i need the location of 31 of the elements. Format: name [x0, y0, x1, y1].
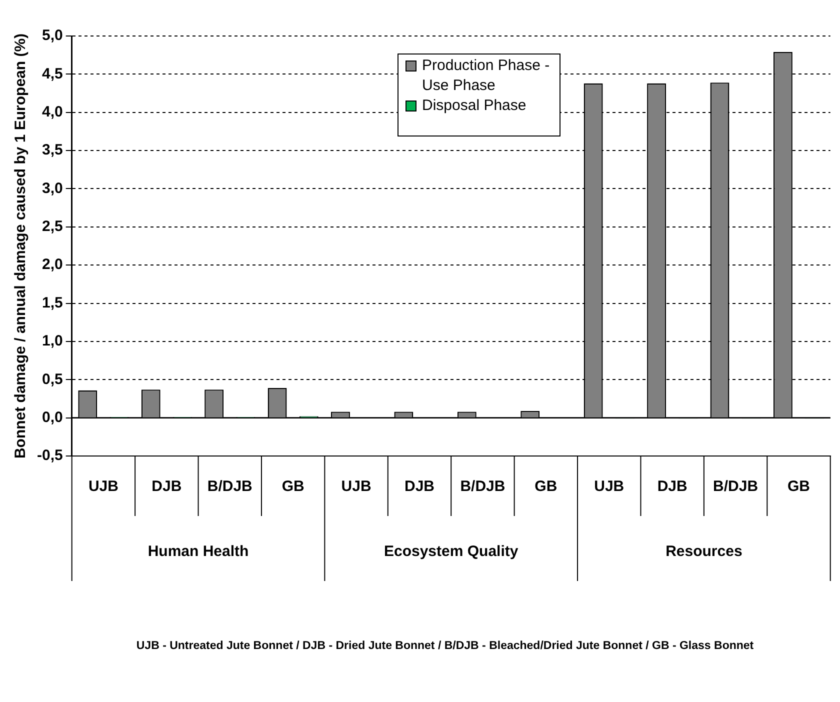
y-tick-label: 0,0 — [42, 408, 63, 426]
text: Resources — [666, 543, 742, 560]
y-tick-label: 0,5 — [42, 370, 63, 388]
y-tick-label: 3,5 — [42, 142, 63, 159]
text: Human Health — [148, 543, 249, 560]
x-tick-label: UJB — [594, 478, 624, 496]
x-tick-label: DJB — [152, 478, 182, 496]
x-tick-label: DJB — [404, 478, 435, 496]
y-tick-label: 2,5 — [42, 218, 63, 236]
x-tick-label: B/DJB — [713, 478, 758, 496]
y-tick-label: -0,5 — [36, 447, 63, 464]
x-tick-label: UJB — [88, 478, 119, 496]
legend-label: Disposal Phase — [422, 97, 526, 114]
x-tick-label: GB — [282, 478, 304, 496]
x-tick-label: B/DJB — [207, 478, 253, 496]
x-tick-label: UJB — [341, 478, 372, 496]
y-tick-label: 3,0 — [42, 180, 63, 197]
y-tick-label: 5,0 — [42, 27, 63, 44]
y-tick-label: 4,0 — [42, 104, 63, 121]
y-tick-label: 1,5 — [42, 294, 63, 312]
y-tick-label: 2,0 — [42, 256, 63, 274]
y-tick-label: 1,0 — [42, 332, 63, 350]
text: Ecosystem Quality — [384, 543, 519, 560]
y-tick-label: 4,5 — [42, 65, 63, 82]
x-tick-label: DJB — [657, 478, 688, 496]
legend-label: Production Phase - Use Phase — [422, 57, 550, 94]
y-axis-title: Bonnet damage / annual damage caused by 1 European (%) — [12, 33, 30, 459]
x-tick-label: GB — [534, 478, 558, 496]
x-tick-label: GB — [788, 478, 810, 496]
text: UJB - Untreated Jute Bonnet / DJB - Dried Jute Bonnet / B/DJB - Bleached/Dried Jute Bonnet / GB - Glass Bonnet — [135, 640, 755, 652]
x-tick-label: B/DJB — [460, 478, 506, 496]
